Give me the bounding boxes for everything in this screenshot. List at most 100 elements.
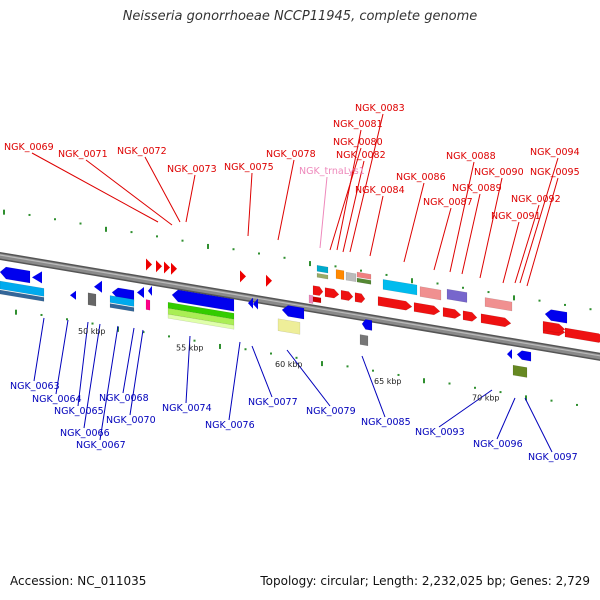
forward-arrow-5[interactable]: [266, 274, 272, 287]
forward-arrow-3[interactable]: [171, 262, 177, 275]
feature-layer[interactable]: [0, 258, 600, 378]
forward-gene-leader: [349, 113, 384, 253]
reverse-gene-leader: [55, 319, 69, 395]
reverse-arrow-b[interactable]: [70, 290, 76, 300]
forward-gene-label[interactable]: NGK_0088: [446, 151, 496, 162]
forward-gene-label[interactable]: NGK_0092: [511, 194, 561, 205]
forward-gene-label[interactable]: NGK_0094: [530, 147, 580, 158]
forward-gene-label[interactable]: NGK_0090: [474, 167, 524, 178]
forward-block-4[interactable]: [356, 271, 372, 280]
forward-arrow-0[interactable]: [146, 258, 152, 271]
forward-gene-4[interactable]: [377, 296, 413, 311]
forward-gene-7[interactable]: [462, 310, 478, 322]
reverse-block-c-stripe[interactable]: [109, 303, 135, 312]
reverse-block-pink[interactable]: [145, 299, 151, 311]
forward-gene-end[interactable]: [542, 320, 566, 334]
reverse-gene-leader: [228, 341, 241, 421]
forward-block-0[interactable]: [316, 264, 329, 274]
forward-arrow-4[interactable]: [240, 270, 246, 283]
forward-gene-label[interactable]: NGK_0071: [58, 149, 108, 160]
forward-gene-label[interactable]: NGK_trnaLys1: [299, 166, 365, 177]
forward-gene-6[interactable]: [442, 307, 462, 319]
forward-gene-0[interactable]: [312, 285, 324, 296]
forward-gene-label[interactable]: NGK_0080: [333, 137, 383, 148]
reverse-gene-label[interactable]: NGK_0065: [54, 406, 104, 417]
reverse-gene-label[interactable]: NGK_0067: [76, 440, 126, 451]
forward-gene-label[interactable]: NGK_0082: [336, 150, 386, 161]
reverse-gene-label[interactable]: NGK_0063: [10, 381, 60, 392]
reverse-gene-label[interactable]: NGK_0079: [306, 406, 356, 417]
forward-gene-leader: [479, 177, 503, 279]
reverse-gene-label[interactable]: NGK_0077: [248, 397, 298, 408]
reverse-gene-label[interactable]: NGK_0064: [32, 394, 82, 405]
forward-gene-label[interactable]: NGK_0083: [355, 103, 405, 114]
reverse-gene-label[interactable]: NGK_0097: [528, 452, 578, 463]
reverse-gene-leader: [83, 323, 101, 429]
forward-gene-label[interactable]: NGK_0089: [452, 183, 502, 194]
reverse-gene-label[interactable]: NGK_0074: [162, 403, 212, 414]
reverse-gene-f[interactable]: [516, 350, 532, 362]
forward-block-3[interactable]: [345, 271, 357, 283]
forward-block-9[interactable]: [484, 297, 513, 312]
reverse-block-c[interactable]: [109, 295, 135, 307]
forward-gene-label[interactable]: NGK_0095: [530, 167, 580, 178]
forward-gene-label[interactable]: NGK_0069: [4, 142, 54, 153]
forward-gene-shadow[interactable]: [312, 296, 322, 304]
reverse-arrow-g[interactable]: [253, 298, 258, 310]
forward-gene-3[interactable]: [354, 292, 366, 304]
forward-gene-10[interactable]: [564, 327, 600, 343]
forward-block-2[interactable]: [335, 269, 345, 281]
forward-block-7[interactable]: [419, 286, 442, 301]
reverse-gene-d[interactable]: [281, 305, 305, 320]
forward-block-8[interactable]: [446, 288, 468, 303]
reverse-gene-leader: [185, 335, 191, 404]
forward-gene-label[interactable]: NGK_0072: [117, 146, 167, 157]
forward-block-1[interactable]: [316, 272, 329, 280]
forward-gene-label[interactable]: NGK_0078: [266, 149, 316, 160]
reverse-arrow-f[interactable]: [248, 297, 253, 309]
forward-block-5[interactable]: [356, 277, 372, 285]
forward-gene-5[interactable]: [413, 302, 441, 316]
reverse-block-olive[interactable]: [512, 364, 528, 378]
reverse-arrow-e[interactable]: [148, 285, 152, 296]
forward-gene-8[interactable]: [480, 313, 512, 328]
reverse-gene-label[interactable]: NGK_0093: [415, 427, 465, 438]
reverse-block-gray[interactable]: [359, 334, 369, 347]
reverse-gene-label[interactable]: NGK_0085: [361, 417, 411, 428]
forward-gene-label[interactable]: NGK_0091: [491, 211, 541, 222]
forward-gene-label[interactable]: NGK_0073: [167, 164, 217, 175]
reverse-block-a[interactable]: [0, 280, 45, 297]
reverse-gene-g[interactable]: [544, 309, 568, 324]
forward-gene-label[interactable]: NGK_0086: [396, 172, 446, 183]
trna-feature[interactable]: [308, 294, 314, 304]
reverse-gene-label[interactable]: NGK_0068: [99, 393, 149, 404]
forward-block-6[interactable]: [382, 279, 418, 296]
forward-gene-label[interactable]: NGK_0075: [224, 162, 274, 173]
reverse-arrow-d[interactable]: [137, 287, 144, 299]
reverse-gene-e[interactable]: [361, 319, 373, 331]
reverse-block-a-stripe[interactable]: [0, 289, 45, 302]
reverse-arrow-c[interactable]: [94, 280, 102, 293]
forward-gene-leader: [519, 157, 559, 284]
reverse-gene-a[interactable]: [0, 266, 31, 284]
scale-label: 70 kbp: [472, 393, 500, 402]
reverse-block-b[interactable]: [87, 292, 97, 307]
forward-gene-1[interactable]: [324, 287, 340, 299]
reverse-gene-c[interactable]: [171, 289, 235, 312]
reverse-gene-label[interactable]: NGK_0096: [473, 439, 523, 450]
forward-gene-label[interactable]: NGK_0087: [423, 197, 473, 208]
reverse-gene-label[interactable]: NGK_0066: [60, 428, 110, 439]
reverse-block-yellow[interactable]: [277, 318, 301, 335]
reverse-arrow-h[interactable]: [507, 349, 512, 360]
reverse-block-palegreen[interactable]: [167, 313, 235, 330]
forward-gene-2[interactable]: [340, 289, 354, 301]
forward-arrow-1[interactable]: [156, 260, 162, 273]
forward-gene-label[interactable]: NGK_0084: [355, 185, 405, 196]
reverse-arrow-a[interactable]: [32, 271, 42, 284]
reverse-gene-label[interactable]: NGK_0076: [205, 420, 255, 431]
forward-gene-label[interactable]: NGK_0081: [333, 119, 383, 130]
forward-arrow-2[interactable]: [164, 261, 170, 274]
reverse-gene-label[interactable]: NGK_0070: [106, 415, 156, 426]
